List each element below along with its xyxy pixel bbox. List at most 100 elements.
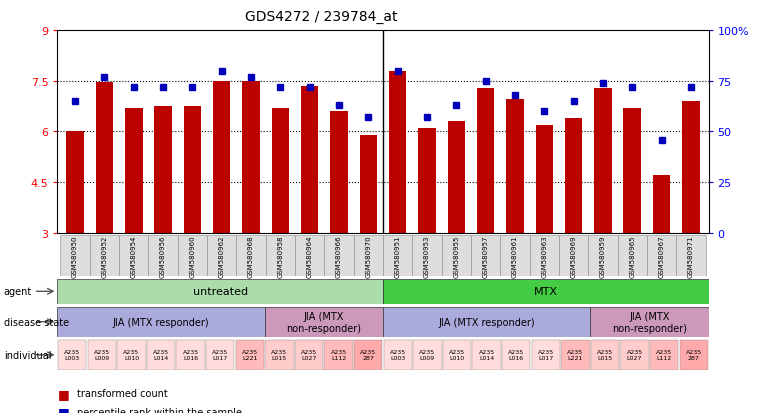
Text: A235
L003: A235 L003 [64,349,80,361]
Bar [354,340,382,370]
Text: JIA (MTX
non-responder): JIA (MTX non-responder) [612,311,687,333]
Bar [617,235,647,277]
Bar [178,235,207,277]
Text: GSM580961: GSM580961 [512,235,518,277]
Bar [66,132,83,233]
Bar [57,307,264,337]
Bar [590,307,709,337]
Text: A235
L015: A235 L015 [271,349,287,361]
Text: A235
L016: A235 L016 [508,349,524,361]
Bar [559,235,588,277]
Bar [87,340,116,370]
Bar [384,340,412,370]
Bar [154,107,172,233]
Bar [325,340,353,370]
Bar [266,235,295,277]
Bar [295,340,323,370]
Bar [683,102,700,233]
Text: JIA (MTX
non-responder): JIA (MTX non-responder) [286,311,362,333]
Text: GSM580969: GSM580969 [571,235,577,277]
Text: ■: ■ [57,405,69,413]
Bar [412,235,442,277]
Bar [383,279,709,304]
Text: JIA (MTX responder): JIA (MTX responder) [113,317,209,327]
Bar [588,235,617,277]
Bar [272,109,289,233]
Text: GSM580968: GSM580968 [248,235,254,277]
Bar [242,81,260,233]
Bar [443,340,471,370]
Text: A235
L010: A235 L010 [123,349,139,361]
Bar [565,119,582,233]
Text: A235
L009: A235 L009 [419,349,435,361]
Bar [96,83,113,233]
Text: GSM580966: GSM580966 [336,235,342,277]
Text: GSM580951: GSM580951 [394,235,401,277]
Bar [413,340,441,370]
Bar [236,340,264,370]
Bar [418,129,436,233]
Text: GSM580964: GSM580964 [306,235,313,277]
Text: A235
L112: A235 L112 [331,349,347,361]
Bar [471,235,500,277]
Text: A235
L027: A235 L027 [301,349,317,361]
Bar [125,109,142,233]
Text: A235
L010: A235 L010 [449,349,465,361]
Bar [594,88,612,233]
Bar [502,340,530,370]
Text: GSM580965: GSM580965 [630,235,635,277]
Bar [61,235,90,277]
Text: GSM580971: GSM580971 [688,235,694,277]
Text: GSM580956: GSM580956 [160,235,166,277]
Text: GSM580955: GSM580955 [453,235,460,277]
Bar [301,87,319,233]
Text: ■: ■ [57,387,69,400]
Text: GSM580962: GSM580962 [218,235,224,277]
Bar [535,126,553,233]
Text: A235
L027: A235 L027 [627,349,643,361]
Text: transformed count: transformed count [77,388,167,398]
Text: A235
L015: A235 L015 [597,349,613,361]
Text: MTX: MTX [534,287,558,297]
Bar [477,88,494,233]
Bar [324,235,354,277]
Text: A235
L009: A235 L009 [93,349,110,361]
Bar [561,340,590,370]
Bar [620,340,649,370]
Bar [647,235,676,277]
Bar [117,340,146,370]
Bar [532,340,560,370]
Text: GSM580963: GSM580963 [542,235,548,277]
Text: A235
L014: A235 L014 [153,349,169,361]
Bar [184,107,201,233]
Bar [330,111,348,233]
Bar [442,235,471,277]
Bar [624,109,641,233]
Bar [591,340,619,370]
Bar [389,71,407,233]
Text: A235
L017: A235 L017 [538,349,554,361]
Text: disease state: disease state [4,317,69,327]
Bar [506,100,524,233]
Text: GSM580960: GSM580960 [189,235,195,277]
Text: A235
L221: A235 L221 [568,349,584,361]
Text: GSM580957: GSM580957 [483,235,489,277]
Bar [207,235,237,277]
Bar [500,235,529,277]
Bar [676,235,705,277]
Text: A235
287: A235 287 [686,349,702,361]
Bar [650,340,679,370]
Text: GSM580970: GSM580970 [365,235,372,277]
Bar [383,307,590,337]
Text: GDS4272 / 239784_at: GDS4272 / 239784_at [245,10,398,24]
Text: A235
L003: A235 L003 [390,349,406,361]
Bar [237,235,266,277]
Text: percentile rank within the sample: percentile rank within the sample [77,407,241,413]
Bar [147,340,175,370]
Text: GSM580967: GSM580967 [659,235,665,277]
Text: A235
L221: A235 L221 [242,349,258,361]
Text: A235
L014: A235 L014 [479,349,495,361]
Text: agent: agent [4,287,32,297]
Bar [265,340,293,370]
Bar [653,176,670,233]
